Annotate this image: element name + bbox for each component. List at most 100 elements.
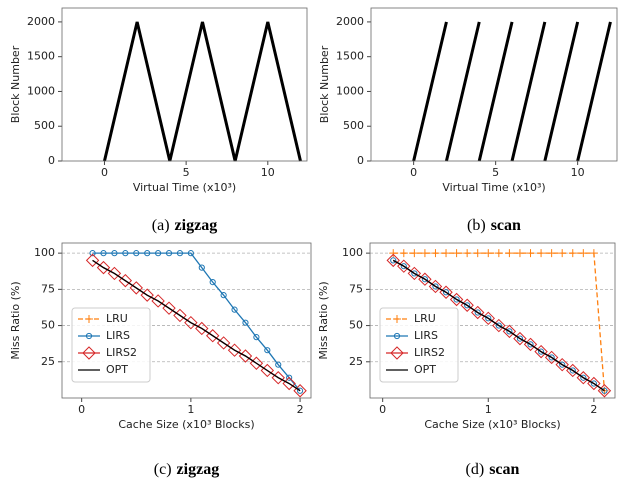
marker	[548, 354, 555, 361]
x-tick-label: 1	[187, 403, 194, 416]
legend-marker	[82, 346, 96, 360]
x-axis-label: Virtual Time (x10³)	[442, 181, 545, 194]
caption-name: zigzag	[177, 461, 220, 478]
marker	[389, 249, 398, 258]
marker	[547, 249, 556, 258]
marker	[559, 361, 566, 368]
marker	[242, 319, 249, 326]
x-tick-label: 2	[590, 403, 597, 416]
marker	[100, 250, 107, 257]
y-tick-label: 75	[41, 282, 55, 295]
legend-marker-shape	[393, 332, 401, 340]
y-tick-label: 2000	[336, 15, 364, 28]
marker	[474, 309, 481, 316]
marker	[453, 296, 460, 303]
marker	[400, 263, 407, 270]
x-tick-label: 0	[78, 403, 85, 416]
series-line	[412, 21, 612, 162]
marker	[495, 322, 502, 329]
caption-name: zigzag	[175, 217, 218, 234]
legend-label: OPT	[106, 363, 128, 376]
marker	[220, 292, 227, 299]
legend-box	[71, 307, 151, 383]
caption-label: (a)	[152, 217, 170, 234]
marker	[390, 257, 397, 264]
marker	[580, 374, 587, 381]
y-axis-label: Miss Ratio (%)	[9, 281, 22, 359]
legend-marker-shape	[390, 346, 404, 360]
x-tick-label: 0	[410, 166, 417, 179]
y-tick-label: 1500	[336, 50, 364, 63]
marker	[558, 249, 567, 258]
y-axis-label: Miss Ratio (%)	[317, 281, 330, 359]
series-line	[103, 21, 302, 162]
x-axis-label: Cache Size (x10³ Blocks)	[118, 418, 254, 431]
caption-name: scan	[489, 461, 519, 478]
y-tick-label: 1000	[27, 84, 55, 97]
x-tick-label: 5	[183, 166, 190, 179]
x-tick-label: 10	[261, 166, 275, 179]
marker	[452, 249, 461, 258]
y-tick-label: 25	[349, 355, 363, 368]
marker	[176, 250, 184, 257]
marker	[526, 249, 535, 258]
marker	[464, 302, 471, 309]
marker	[601, 387, 608, 394]
marker	[286, 374, 293, 381]
marker	[506, 328, 513, 335]
marker	[165, 250, 173, 257]
caption: (b) scan	[467, 217, 521, 234]
marker	[568, 249, 577, 258]
legend-label: LRU	[106, 312, 128, 325]
y-tick-label: 100	[342, 246, 363, 259]
plot-frame	[61, 242, 312, 399]
marker	[590, 380, 597, 387]
marker	[85, 253, 100, 268]
legend-marker	[393, 332, 401, 340]
legend-marker-shape	[393, 315, 401, 323]
marker	[442, 289, 450, 296]
marker	[421, 276, 429, 283]
marker	[484, 249, 493, 258]
legend-marker	[85, 315, 93, 323]
legend-label: LIRS2	[414, 346, 445, 359]
legend-marker	[390, 346, 404, 360]
legend-marker-shape	[85, 315, 93, 323]
marker	[209, 279, 216, 286]
x-tick-label: 1	[485, 403, 492, 416]
legend-label: LIRS2	[106, 346, 137, 359]
marker	[527, 341, 534, 348]
y-tick-label: 25	[41, 355, 55, 368]
marker	[537, 348, 545, 355]
caption-label: (b)	[467, 217, 486, 234]
marker	[431, 249, 440, 258]
y-tick-label: 1500	[27, 50, 55, 63]
caption: (a) zigzag	[152, 217, 217, 234]
marker	[569, 367, 576, 374]
legend-marker	[85, 332, 93, 340]
marker	[410, 249, 419, 258]
x-tick-label: 10	[571, 166, 585, 179]
y-tick-label: 0	[48, 154, 55, 167]
y-axis-label: Block Number	[318, 45, 331, 123]
x-tick-label: 2	[297, 403, 304, 416]
plot-frame	[369, 242, 616, 399]
x-axis-label: Virtual Time (x10³)	[133, 181, 236, 194]
marker	[253, 334, 260, 341]
marker	[463, 249, 472, 258]
legend-label: LIRS	[414, 329, 438, 342]
marker	[473, 249, 482, 258]
legend-label: LIRS	[106, 329, 130, 342]
marker	[411, 270, 418, 277]
marker	[155, 250, 162, 257]
marker	[296, 387, 304, 394]
marker	[485, 315, 492, 322]
y-tick-label: 500	[343, 119, 364, 132]
marker	[122, 250, 129, 257]
y-tick-label: 75	[349, 282, 363, 295]
marker	[264, 347, 271, 354]
legend-marker-shape	[82, 346, 96, 360]
legend-box	[379, 307, 459, 383]
marker	[432, 283, 439, 290]
